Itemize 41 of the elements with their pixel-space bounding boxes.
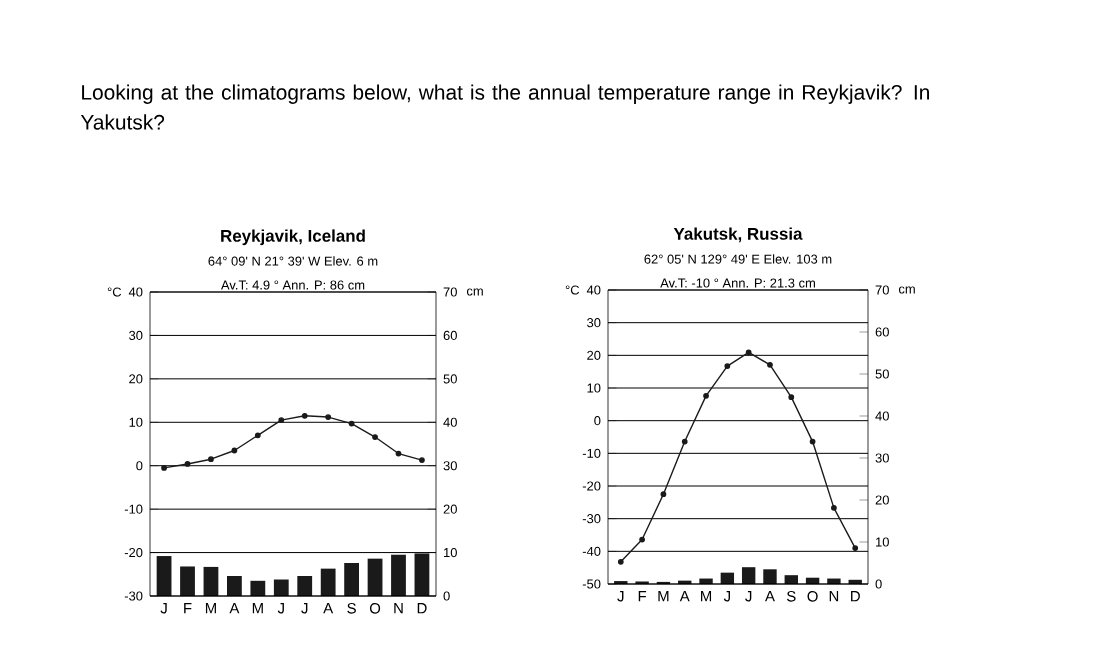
point (852, 545, 859, 551)
point (301, 412, 308, 419)
point (788, 394, 795, 401)
point (161, 465, 167, 471)
point (278, 417, 285, 423)
point (348, 420, 355, 427)
bar (203, 566, 219, 596)
point (809, 438, 816, 445)
point (681, 438, 688, 445)
bar (320, 568, 336, 596)
bar (741, 567, 756, 584)
text: Looking at the climatograms below, what is the annual temperature range in Reykjavik? In Yakutsk? (80, 84, 929, 130)
bar (391, 554, 406, 596)
bar (156, 556, 172, 596)
bar (226, 576, 242, 596)
point (617, 558, 624, 565)
point (184, 461, 191, 467)
bar (344, 562, 360, 596)
chart-title: Reykjavik, Iceland (221, 229, 365, 246)
bar (273, 579, 289, 596)
point (767, 361, 773, 368)
point (703, 392, 709, 399)
point (231, 447, 238, 454)
point (639, 536, 645, 543)
bar (763, 569, 777, 584)
point (395, 450, 402, 457)
bar (297, 576, 313, 596)
bar (250, 580, 266, 596)
bar (367, 558, 383, 596)
point (724, 363, 731, 370)
point (325, 414, 332, 420)
point (831, 505, 837, 511)
point (660, 491, 667, 498)
bar (180, 566, 195, 596)
point (419, 457, 425, 463)
bar (414, 553, 430, 596)
chart-title: Yakutsk, Russia (673, 227, 803, 243)
point (254, 432, 261, 439)
point (372, 434, 378, 440)
point (208, 456, 214, 463)
point (745, 349, 752, 356)
